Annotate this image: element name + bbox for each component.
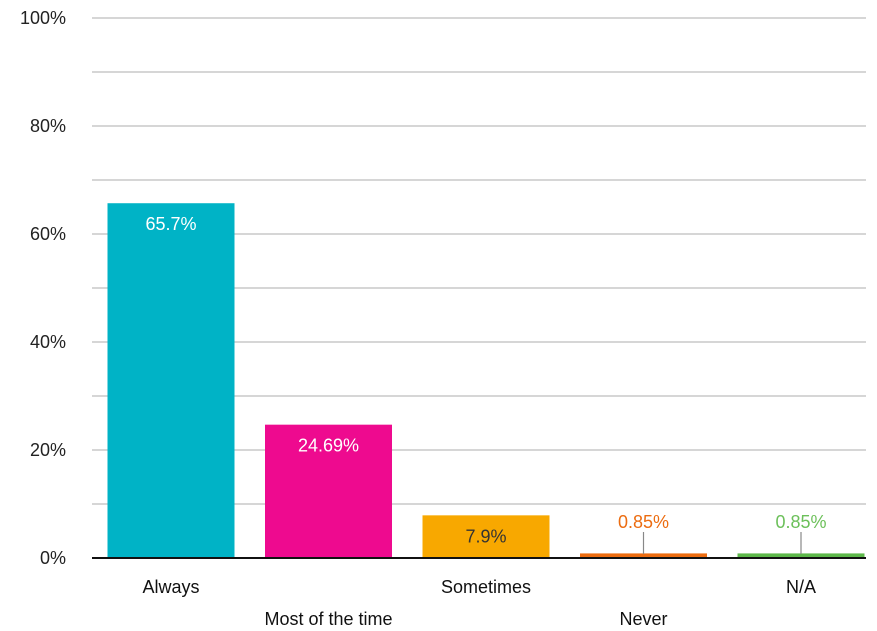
bar-never bbox=[580, 553, 707, 558]
data-label: 24.69% bbox=[298, 436, 359, 456]
x-category-label: Sometimes bbox=[441, 577, 531, 597]
y-tick-label: 0% bbox=[40, 548, 66, 568]
data-labels: 65.7% 24.69% 7.9% 0.85% 0.85% bbox=[145, 214, 826, 546]
data-label: 0.85% bbox=[618, 512, 669, 532]
data-label: 65.7% bbox=[145, 214, 196, 234]
x-category-label: N/A bbox=[786, 577, 816, 597]
bar-n-a bbox=[737, 553, 865, 558]
bar-sometimes bbox=[422, 515, 550, 558]
x-category-label: Never bbox=[619, 609, 667, 629]
data-label: 0.85% bbox=[775, 512, 826, 532]
x-category-label: Most of the time bbox=[264, 609, 392, 629]
x-axis-category-labels: Always Most of the time Sometimes Never N/A bbox=[142, 577, 816, 629]
y-tick-label: 80% bbox=[30, 116, 66, 136]
y-tick-label: 40% bbox=[30, 332, 66, 352]
y-axis-tick-labels: 0% 20% 40% 60% 80% 100% bbox=[20, 8, 66, 568]
bars bbox=[107, 203, 865, 558]
label-leader-lines bbox=[642, 532, 802, 554]
x-category-label: Always bbox=[142, 577, 199, 597]
bar-always bbox=[107, 203, 235, 558]
data-label: 7.9% bbox=[465, 526, 506, 546]
y-tick-label: 60% bbox=[30, 224, 66, 244]
y-tick-label: 20% bbox=[30, 440, 66, 460]
y-tick-label: 100% bbox=[20, 8, 66, 28]
bar-most-of-the-time bbox=[265, 424, 392, 558]
